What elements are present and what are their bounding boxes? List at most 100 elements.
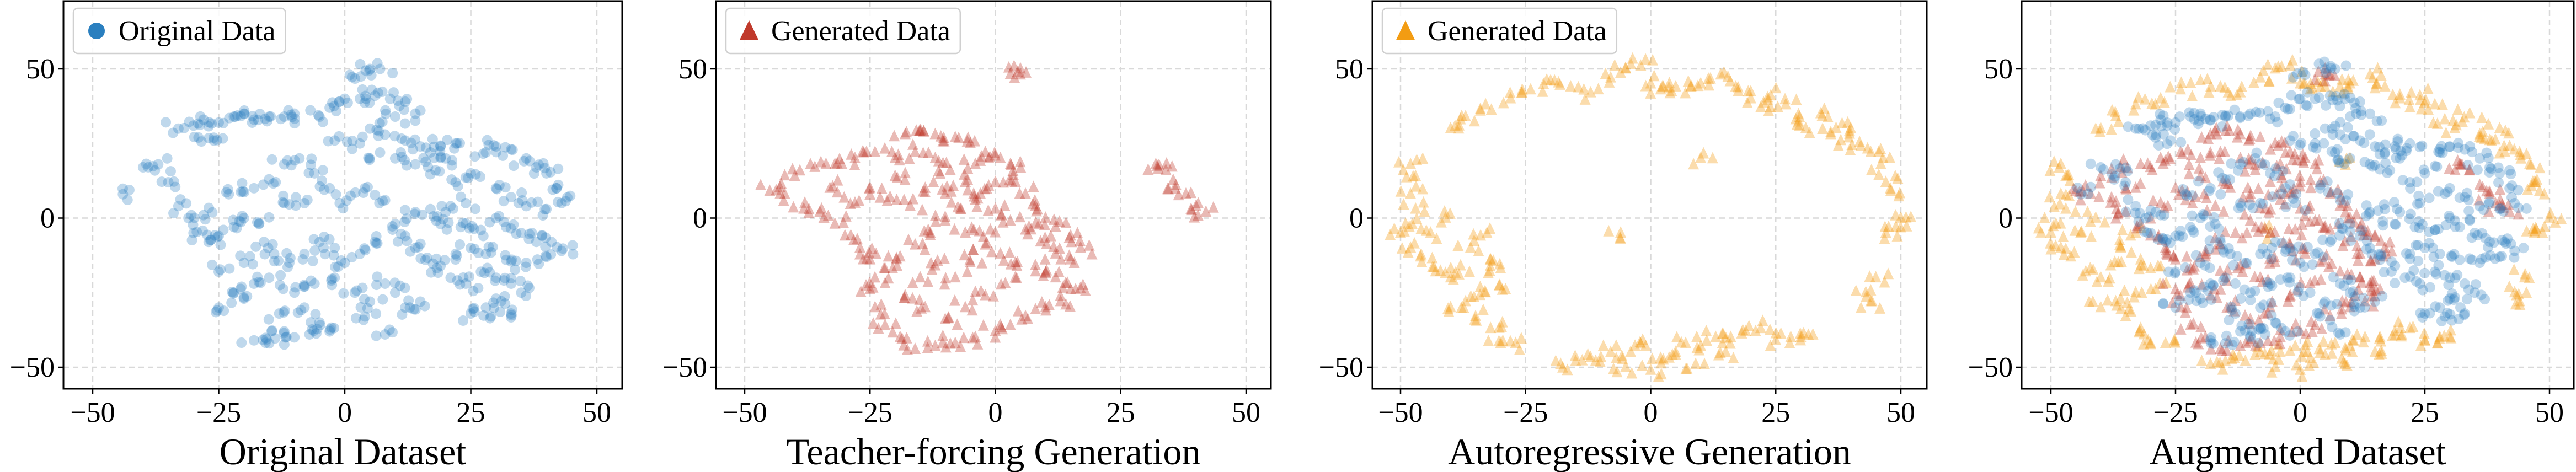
data-point-original	[2494, 203, 2505, 214]
data-point-original	[2355, 105, 2366, 116]
data-point-autoregressive	[1732, 81, 1744, 93]
data-point-teacher	[1041, 264, 1052, 276]
data-point-autoregressive	[2045, 243, 2057, 255]
data-point-autoregressive	[1604, 76, 1615, 88]
data-point-teacher	[2155, 196, 2166, 208]
data-point-original	[2320, 123, 2331, 134]
data-point-autoregressive	[2057, 230, 2069, 243]
data-point-autoregressive	[1656, 79, 1668, 92]
data-point-autoregressive	[2534, 162, 2546, 174]
data-point-original	[193, 132, 204, 143]
data-point-teacher	[2276, 135, 2288, 147]
data-point-teacher	[2105, 191, 2117, 203]
data-point-original	[334, 96, 345, 108]
data-point-autoregressive	[2515, 148, 2526, 160]
data-point-original	[228, 288, 239, 299]
data-point-original	[482, 262, 493, 273]
data-point-original	[2085, 158, 2096, 169]
data-point-original	[2173, 295, 2184, 306]
data-point-teacher	[975, 187, 986, 199]
data-point-teacher	[2232, 261, 2243, 273]
data-point-original	[372, 271, 383, 282]
data-point-autoregressive	[1655, 351, 1666, 363]
data-point-original	[2251, 106, 2262, 117]
data-point-teacher	[2185, 262, 2196, 273]
data-point-teacher	[873, 322, 884, 334]
data-point-original	[400, 96, 411, 108]
data-point-original	[222, 184, 233, 195]
data-point-teacher	[2193, 162, 2205, 174]
data-point-original	[2397, 175, 2408, 186]
data-point-autoregressive	[1615, 231, 1626, 243]
data-point-original	[330, 189, 341, 200]
data-point-teacher	[2230, 226, 2241, 238]
data-point-original	[2365, 159, 2376, 170]
data-point-original	[417, 210, 428, 221]
data-point-autoregressive	[2396, 330, 2407, 342]
data-point-autoregressive	[1629, 339, 1641, 351]
data-point-original	[523, 233, 535, 244]
data-point-original	[2241, 258, 2252, 269]
data-point-original	[309, 245, 320, 256]
data-point-original	[2380, 203, 2391, 214]
data-point-teacher	[864, 276, 875, 288]
data-point-teacher	[2254, 271, 2266, 283]
data-point-original	[270, 176, 281, 187]
data-point-original	[191, 227, 202, 238]
data-point-autoregressive	[1645, 363, 1656, 375]
data-point-original	[327, 280, 338, 291]
data-point-original	[2328, 272, 2339, 283]
data-point-original	[2153, 140, 2164, 151]
data-point-teacher	[2209, 125, 2221, 137]
data-point-teacher	[2196, 278, 2208, 290]
data-point-original	[364, 154, 375, 165]
data-point-autoregressive	[2134, 324, 2146, 336]
data-point-original	[2187, 224, 2198, 235]
data-point-teacher	[2315, 273, 2327, 285]
data-point-teacher	[1039, 231, 1051, 243]
data-point-autoregressive	[2136, 286, 2147, 298]
data-point-original	[265, 111, 276, 122]
data-point-original	[2206, 332, 2217, 343]
data-point-autoregressive	[2403, 93, 2415, 105]
data-point-autoregressive	[2358, 336, 2369, 348]
data-point-original	[2208, 280, 2219, 291]
data-point-original	[375, 147, 386, 158]
data-point-original	[506, 310, 517, 321]
data-point-original	[2419, 267, 2430, 278]
data-point-teacher	[2490, 197, 2502, 209]
data-point-teacher	[2121, 162, 2133, 174]
data-point-original	[2308, 142, 2319, 153]
data-point-original	[2254, 107, 2265, 118]
data-point-original	[184, 116, 195, 127]
data-point-teacher	[977, 319, 989, 331]
data-point-original	[226, 297, 237, 308]
data-point-original	[2248, 203, 2259, 214]
data-point-original	[2174, 111, 2185, 122]
data-point-autoregressive	[1483, 335, 1494, 346]
data-point-autoregressive	[2228, 351, 2240, 363]
data-point-teacher	[2243, 152, 2254, 164]
data-point-autoregressive	[1647, 53, 1659, 66]
data-point-original	[2204, 262, 2215, 273]
data-point-teacher	[869, 146, 881, 157]
data-point-original	[2465, 215, 2476, 226]
data-point-teacher	[990, 149, 1001, 161]
data-point-original	[560, 196, 571, 207]
data-point-autoregressive	[1585, 350, 1596, 362]
data-point-teacher	[922, 223, 934, 235]
data-point-teacher	[2180, 194, 2192, 206]
data-point-teacher	[894, 330, 906, 342]
data-point-autoregressive	[1790, 112, 1802, 125]
data-point-autoregressive	[2514, 146, 2525, 157]
data-point-teacher	[2295, 175, 2306, 187]
data-point-autoregressive	[1901, 219, 1912, 232]
data-point-original	[2405, 208, 2416, 219]
data-point-original	[506, 192, 517, 203]
data-point-original	[366, 84, 377, 95]
data-point-original	[2228, 336, 2240, 347]
data-point-teacher	[2354, 271, 2366, 283]
data-point-autoregressive	[1411, 212, 1423, 224]
data-point-autoregressive	[2109, 255, 2120, 267]
data-point-original	[2412, 240, 2423, 251]
